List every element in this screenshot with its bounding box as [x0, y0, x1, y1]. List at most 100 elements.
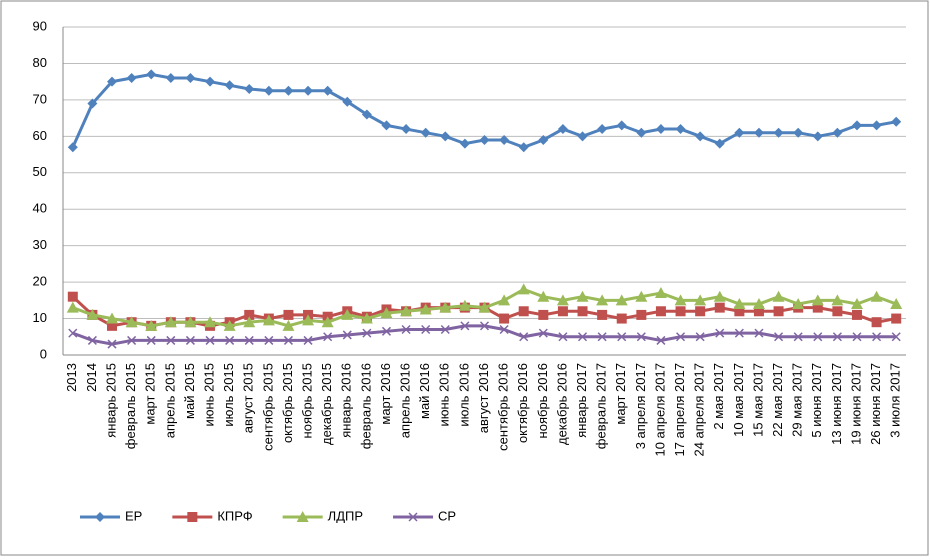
data-point: [166, 335, 176, 345]
data-point: [793, 127, 804, 138]
x-tick-label: март 2016: [378, 363, 393, 425]
data-point: [636, 309, 647, 320]
data-point: [205, 76, 216, 87]
data-point: [871, 120, 882, 131]
data-point: [576, 290, 589, 302]
data-point: [303, 85, 314, 96]
data-point: [67, 142, 78, 153]
data-point: [264, 335, 274, 345]
data-point: [714, 138, 725, 149]
legend-marker: [187, 512, 198, 522]
data-point: [127, 335, 137, 345]
data-point: [577, 131, 588, 142]
data-point: [87, 98, 98, 109]
data-point: [362, 328, 372, 338]
data-point: [478, 301, 491, 313]
data-point: [262, 314, 275, 326]
legend-label: СР: [438, 508, 456, 523]
data-point: [420, 127, 431, 138]
y-tick-label: 70: [33, 91, 47, 106]
data-point: [499, 134, 510, 145]
data-point: [185, 335, 195, 345]
data-point: [360, 312, 373, 324]
data-point: [577, 306, 588, 317]
data-point: [106, 312, 119, 324]
data-point: [460, 321, 470, 331]
data-point: [831, 294, 844, 306]
x-tick-label: 15 мая 2017: [750, 363, 765, 437]
data-point: [695, 306, 706, 317]
y-tick-label: 90: [33, 18, 47, 33]
data-point: [674, 294, 687, 306]
data-point: [361, 109, 372, 120]
data-point: [519, 332, 529, 342]
data-point: [223, 319, 236, 331]
data-point: [401, 324, 411, 335]
data-point: [68, 328, 78, 338]
x-tick-label: январь 2015: [103, 363, 118, 438]
data-point: [656, 335, 666, 345]
legend-marker: [95, 512, 105, 522]
data-point: [107, 76, 118, 87]
data-point: [439, 301, 452, 313]
data-point: [146, 335, 156, 345]
data-point: [323, 332, 333, 342]
data-point: [107, 339, 117, 349]
data-point: [419, 303, 432, 315]
data-point: [772, 290, 785, 302]
data-point: [890, 297, 903, 309]
x-tick-label: сентябрь 2015: [260, 363, 275, 451]
x-tick-label: октябрь 2015: [280, 363, 295, 443]
x-tick-label: 3 апреля 2017: [633, 363, 648, 449]
x-tick-label: февраль 2015: [123, 363, 138, 449]
data-point: [184, 316, 197, 328]
data-point: [126, 73, 137, 84]
data-point: [871, 317, 882, 328]
x-tick-label: декабрь 2016: [554, 363, 569, 445]
data-point: [204, 316, 217, 328]
x-tick-label: май 2015: [182, 363, 197, 419]
data-point: [754, 328, 764, 338]
data-point: [793, 332, 803, 342]
data-point: [558, 332, 568, 342]
data-point: [283, 85, 294, 96]
data-point: [616, 120, 627, 131]
data-point: [872, 332, 882, 342]
legend-marker: [408, 512, 418, 522]
data-point: [753, 127, 764, 138]
data-point: [479, 134, 490, 145]
data-point: [302, 314, 315, 326]
y-tick-label: 80: [33, 55, 47, 70]
x-tick-label: август 2015: [241, 363, 256, 433]
data-point: [538, 328, 548, 338]
x-tick-label: октябрь 2016: [515, 363, 530, 443]
y-tick-label: 40: [33, 201, 47, 216]
x-tick-label: апрель 2016: [398, 363, 413, 438]
data-point: [654, 287, 667, 299]
data-point: [146, 69, 157, 80]
x-tick-label: сентябрь 2016: [496, 363, 511, 451]
x-tick-label: 10 апреля 2017: [652, 363, 667, 457]
data-point: [851, 120, 862, 131]
data-point: [381, 326, 392, 336]
data-point: [636, 127, 647, 138]
data-point: [616, 313, 627, 324]
data-point: [165, 73, 176, 84]
data-point: [538, 309, 549, 320]
data-point: [321, 316, 334, 328]
data-point: [675, 306, 686, 317]
data-point: [713, 290, 726, 302]
x-tick-label: 19 июня 2017: [848, 363, 863, 445]
data-point: [498, 294, 511, 306]
data-point: [695, 332, 705, 342]
x-tick-label: 24 апреля 2017: [692, 363, 707, 457]
data-point: [499, 324, 509, 335]
data-point: [597, 332, 607, 342]
data-point: [400, 305, 413, 317]
x-tick-label: июль 2015: [221, 363, 236, 427]
data-point: [675, 124, 686, 135]
data-point: [459, 138, 470, 149]
data-point: [734, 306, 745, 317]
data-point: [107, 320, 118, 331]
